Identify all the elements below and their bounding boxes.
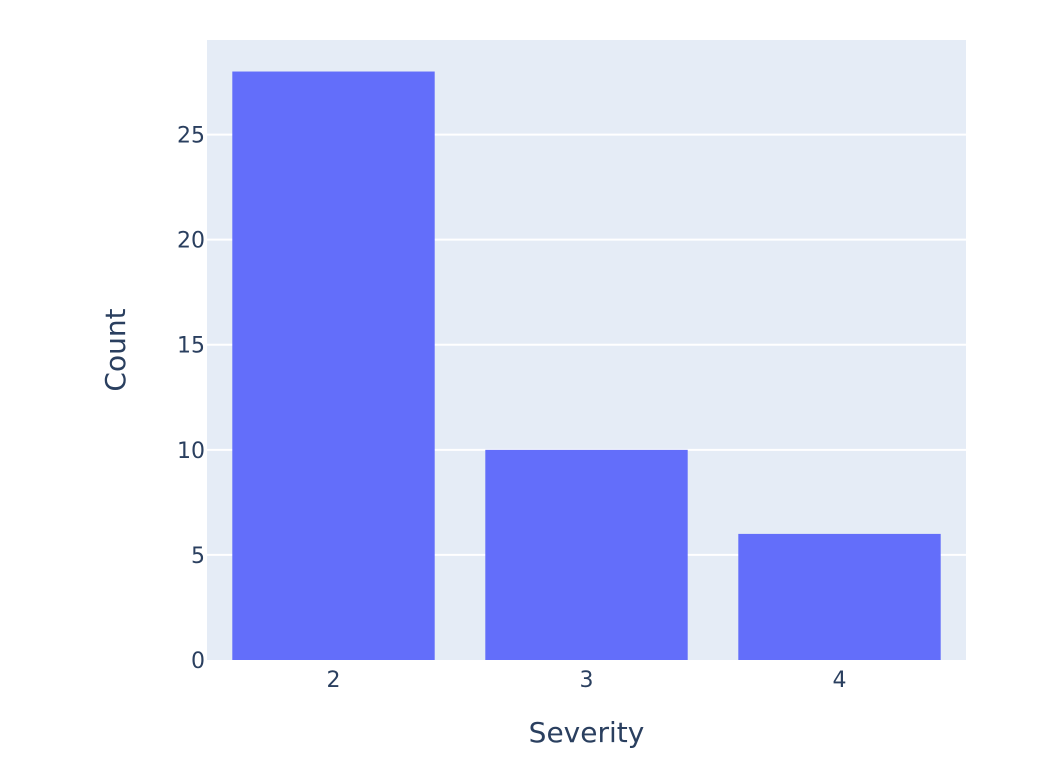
y-tick-label: 20	[177, 229, 205, 254]
y-tick-label: 5	[191, 544, 205, 569]
y-tick-label: 25	[177, 124, 205, 149]
bar	[232, 71, 435, 661]
x-axis-ticks: 2 3 4	[327, 668, 847, 693]
x-axis-title: Severity	[529, 716, 645, 749]
bar	[485, 449, 688, 660]
y-axis-ticks: 0 5 10 15 20 25	[177, 124, 205, 674]
y-axis-title: Count	[99, 308, 132, 391]
x-tick-label: 3	[580, 668, 594, 693]
bar	[738, 533, 941, 660]
bars	[232, 71, 941, 661]
y-tick-label: 15	[177, 334, 205, 359]
y-tick-label: 0	[191, 649, 205, 674]
x-tick-label: 4	[833, 668, 847, 693]
y-tick-label: 10	[177, 439, 205, 464]
x-tick-label: 2	[327, 668, 341, 693]
